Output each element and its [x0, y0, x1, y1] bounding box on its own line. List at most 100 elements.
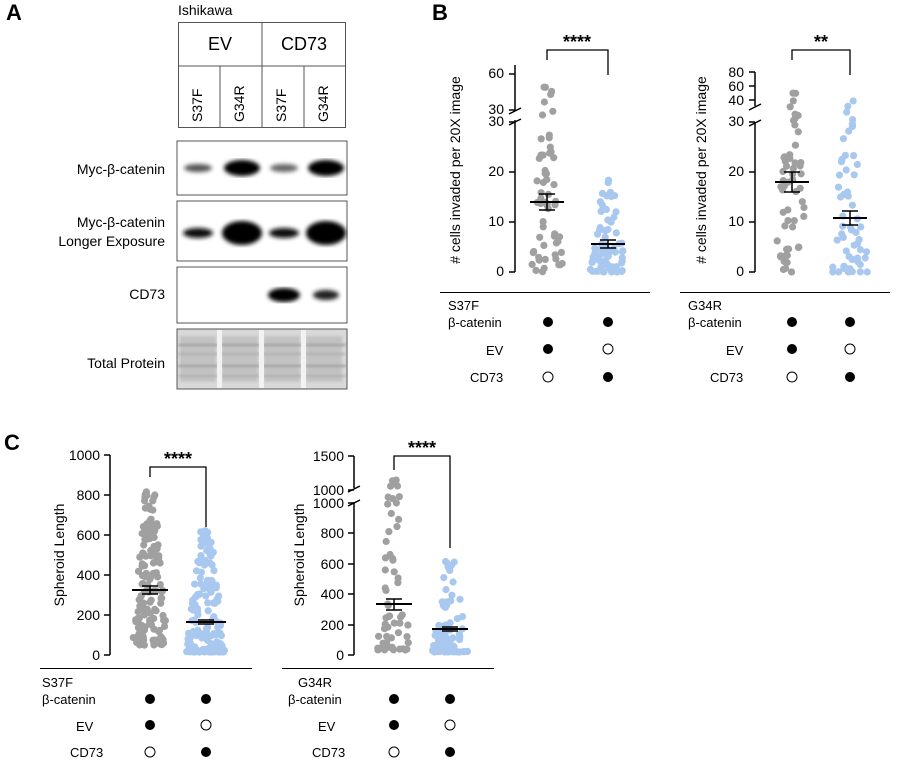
data-point	[610, 213, 618, 221]
condition-dot-empty	[844, 343, 856, 355]
tick-label: 60	[488, 65, 504, 81]
data-point	[608, 263, 616, 271]
data-point	[393, 482, 402, 490]
data-point	[539, 218, 547, 226]
data-point	[147, 522, 156, 530]
chart-b-right: # cells invaded per 20X image 80 60 40 3…	[693, 32, 871, 279]
data-point	[196, 574, 204, 582]
data-point	[145, 528, 153, 536]
data-point	[393, 523, 401, 531]
data-point	[390, 568, 398, 576]
condition-dot-empty	[542, 371, 554, 383]
data-point	[385, 528, 393, 536]
tick-label: 10	[728, 213, 744, 229]
data-point	[156, 581, 164, 589]
tick-label: 800	[321, 525, 345, 541]
data-point	[598, 189, 606, 197]
data-point	[384, 601, 392, 609]
data-point	[403, 633, 411, 641]
data-point	[552, 239, 560, 247]
tick-label: 1000	[69, 447, 100, 463]
data-point	[529, 249, 537, 257]
data-point	[618, 254, 626, 262]
data-point	[796, 162, 804, 170]
data-point	[149, 497, 157, 505]
condition-dot-filled	[603, 317, 613, 327]
data-point	[139, 549, 147, 557]
tick-label: 0	[736, 263, 744, 279]
tick-label: 40	[728, 92, 744, 108]
data-point	[158, 594, 166, 602]
data-point	[786, 151, 794, 159]
data-point	[203, 547, 211, 555]
data-point	[537, 135, 545, 143]
y-axis-label: # cells invaded per 20X image	[447, 76, 463, 264]
data-point	[188, 629, 196, 637]
data-point	[134, 608, 142, 616]
tick-label: 20	[728, 163, 744, 179]
data-point	[595, 256, 603, 265]
panel-b-letter: B	[432, 0, 448, 25]
data-point	[836, 193, 845, 201]
data-point	[833, 236, 841, 244]
condition-row-label: EV	[76, 719, 94, 734]
data-point	[191, 580, 199, 588]
blot-label-cd73: CD73	[129, 286, 165, 302]
data-point	[779, 265, 787, 274]
data-point	[781, 222, 789, 230]
data-point	[388, 477, 397, 485]
data-point	[384, 500, 392, 508]
data-point	[382, 614, 390, 622]
lane-label: G34R	[315, 85, 331, 122]
data-point	[538, 268, 547, 276]
data-point	[857, 223, 865, 231]
data-point	[216, 647, 225, 655]
data-point	[387, 509, 395, 518]
data-point	[856, 260, 864, 269]
data-point	[149, 545, 157, 553]
data-point	[843, 108, 851, 116]
mutant-label: S37F	[42, 675, 74, 690]
condition-row-label: CD73	[70, 745, 104, 760]
significance-stars: ****	[408, 440, 436, 458]
data-point	[535, 253, 543, 261]
data-point	[456, 636, 464, 644]
data-point	[394, 629, 402, 637]
tick-label: 30	[488, 113, 504, 129]
data-point	[618, 267, 626, 275]
y-axis-label: Spheroid Length	[291, 504, 307, 607]
data-point	[150, 551, 159, 559]
data-point	[848, 268, 856, 276]
condition-dot-filled	[787, 317, 797, 327]
data-point	[146, 534, 154, 542]
mutant-label: G34R	[688, 298, 722, 313]
data-point	[856, 246, 864, 254]
data-point	[141, 493, 149, 501]
data-point	[200, 585, 208, 593]
data-point	[388, 643, 396, 651]
data-point	[210, 567, 218, 575]
tick-label: 600	[321, 556, 345, 572]
data-point	[602, 205, 610, 214]
data-point	[546, 143, 554, 151]
data-point	[794, 128, 802, 136]
data-point	[440, 574, 448, 582]
data-point	[839, 135, 847, 143]
data-point	[201, 561, 209, 569]
data-point	[533, 177, 541, 185]
data-point	[850, 241, 858, 249]
significance-stars: **	[814, 32, 828, 52]
tick-label: 30	[728, 113, 744, 129]
tick-label: 0	[496, 263, 504, 279]
blot-label-total-protein: Total Protein	[87, 355, 165, 371]
data-point	[138, 632, 146, 640]
data-point	[184, 635, 192, 643]
data-point	[204, 529, 212, 537]
data-point	[144, 504, 152, 512]
data-point	[790, 217, 798, 225]
data-point	[159, 636, 167, 644]
data-point	[203, 534, 212, 542]
data-point	[550, 232, 558, 240]
data-point	[549, 107, 557, 115]
tick-label: 1500	[313, 448, 344, 464]
